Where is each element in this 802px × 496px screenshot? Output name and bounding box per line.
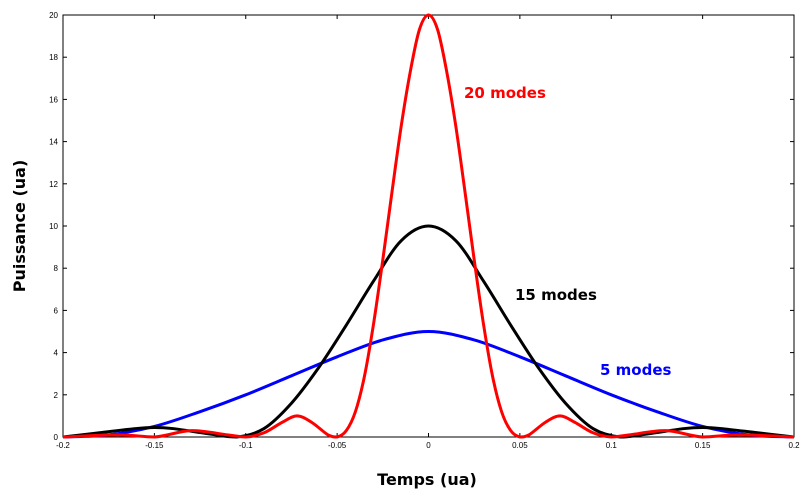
y-tick-label: 14 (49, 138, 58, 147)
x-axis-title: Temps (ua) (377, 470, 477, 489)
y-tick-label: 18 (49, 53, 58, 62)
series-lines (62, 13, 795, 439)
y-tick-label: 12 (49, 180, 58, 189)
x-axis-ticks: -0.2 -0.15 -0.1 -0.05 0 0.05 0.1 0.15 0.2 (56, 15, 800, 450)
y-tick-label: 20 (49, 11, 58, 20)
y-axis-title: Puissance (ua) (10, 160, 29, 293)
series-line-15-modes (62, 224, 795, 439)
y-tick-label: 4 (54, 349, 59, 358)
x-tick-label: 0.2 (788, 441, 800, 450)
y-tick-label: 16 (49, 95, 58, 104)
x-tick-label: -0.05 (328, 441, 347, 450)
series-line-5-modes (62, 330, 795, 439)
series-line-20-modes (62, 13, 795, 439)
series-label-5-modes: 5 modes (600, 361, 672, 379)
y-tick-label: 2 (54, 391, 59, 400)
x-tick-label: -0.15 (145, 441, 164, 450)
y-tick-label: 8 (54, 264, 59, 273)
x-tick-label: -0.2 (56, 441, 70, 450)
x-tick-label: -0.1 (239, 441, 253, 450)
series-label-15-modes: 15 modes (515, 286, 597, 304)
x-tick-label: 0 (426, 441, 431, 450)
y-tick-label: 10 (49, 222, 58, 231)
y-tick-label: 6 (54, 306, 59, 315)
x-tick-label: 0.15 (695, 441, 711, 450)
y-tick-label: 0 (54, 433, 59, 442)
x-tick-label: 0.1 (606, 441, 618, 450)
x-tick-label: 0.05 (512, 441, 528, 450)
series-label-20-modes: 20 modes (464, 84, 546, 102)
y-axis-ticks: 0 2 4 6 8 10 12 14 16 18 20 (49, 11, 794, 442)
